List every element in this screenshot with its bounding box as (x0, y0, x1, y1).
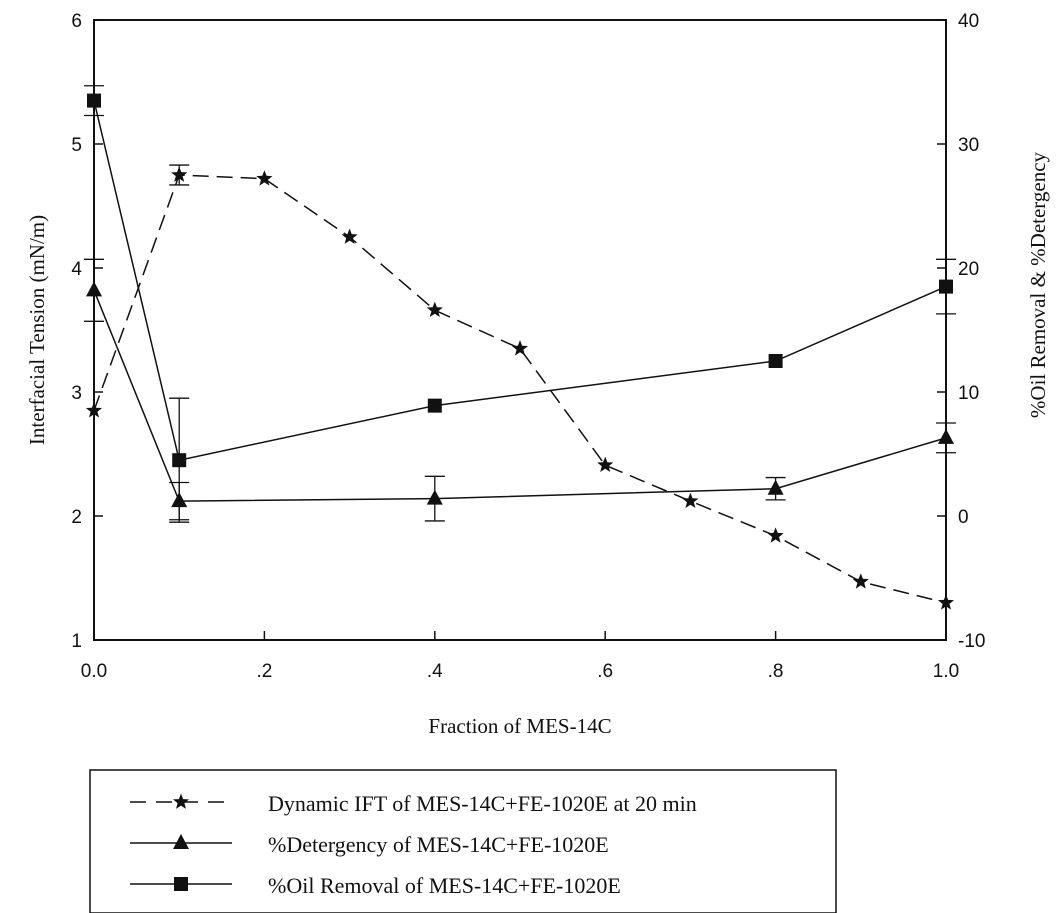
x-axis-title: Fraction of MES-14C (428, 714, 611, 738)
data-point-oil-removal (172, 453, 187, 468)
x-tick-label: .4 (427, 661, 443, 682)
data-point-ift (937, 594, 955, 610)
legend-box (89, 769, 837, 913)
y-axis-left-title: Interfacial Tension (mN/m) (25, 215, 49, 445)
y-left-tick-label: 2 (71, 507, 82, 528)
x-tick-label: .6 (597, 661, 613, 682)
y-right-tick-label: 30 (958, 135, 979, 156)
data-point-ift (85, 402, 103, 418)
data-point-ift (767, 527, 784, 543)
data-point-oil-removal (87, 93, 101, 108)
data-point-ift (256, 170, 273, 186)
y-left-tick-label: 6 (71, 11, 82, 32)
x-tick-label: 0.0 (81, 661, 107, 682)
legend: Dynamic IFT of MES-14C+FE-1020E at 20 mi… (89, 769, 837, 913)
x-tick-label: .8 (768, 661, 784, 682)
series-line-oil-removal (93, 100, 947, 462)
x-tick-label: 1.0 (933, 661, 959, 682)
y-right-tick-label: 10 (958, 383, 979, 404)
series-oil-removal (84, 85, 956, 523)
data-point-ift (511, 340, 529, 356)
y-left-tick-label: 5 (71, 135, 82, 156)
data-point-ift (682, 492, 699, 508)
series-detergency (84, 258, 956, 522)
data-point-ift (171, 166, 188, 182)
data-point-oil-removal (427, 398, 442, 413)
legend-key-marker-oil-removal (174, 877, 188, 891)
legend-label-ift: Dynamic IFT of MES-14C+FE-1020E at 20 mi… (268, 791, 697, 816)
plot-frame (93, 19, 947, 641)
data-point-oil-removal (768, 354, 783, 368)
y-axis-right-title: %Oil Removal & %Detergency (1026, 151, 1050, 418)
data-point-detergency (938, 428, 954, 444)
data-point-oil-removal (939, 279, 953, 294)
data-point-detergency (767, 479, 784, 495)
series-line-ift (93, 174, 947, 604)
y-right-tick-label: -10 (958, 631, 985, 652)
data-point-ift (852, 573, 869, 589)
data-point-detergency (86, 281, 102, 297)
y-right-tick-label: 20 (958, 259, 979, 280)
y-right-tick-label: 0 (958, 507, 969, 528)
y-left-tick-label: 4 (71, 259, 82, 280)
y-left-tick-label: 3 (71, 383, 82, 404)
data-point-ift (341, 228, 358, 244)
legend-label-oil-removal: %Oil Removal of MES-14C+FE-1020E (268, 873, 621, 898)
x-tick-label: .2 (256, 661, 272, 682)
y-left-tick-label: 1 (71, 631, 82, 652)
y-right-tick-label: 40 (958, 11, 979, 32)
series-ift (85, 164, 955, 610)
data-point-detergency (426, 489, 443, 505)
legend-key-marker-ift (172, 793, 190, 809)
data-point-ift (426, 301, 443, 318)
series-line-detergency (93, 290, 947, 502)
legend-key-marker-detergency (173, 834, 189, 849)
data-point-ift (597, 456, 614, 473)
legend-label-detergency: %Detergency of MES-14C+FE-1020E (268, 832, 609, 857)
